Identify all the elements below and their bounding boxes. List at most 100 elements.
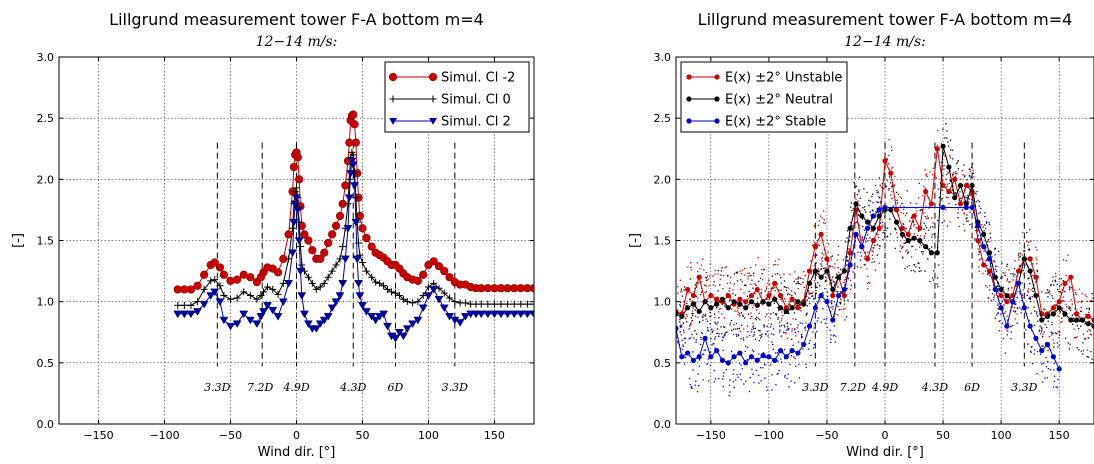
data-point [708, 354, 714, 360]
scatter-point [959, 191, 961, 193]
scatter-point [982, 226, 984, 228]
scatter-point [1004, 352, 1006, 354]
scatter-point [714, 316, 716, 319]
data-point [830, 286, 836, 293]
scatter-point [730, 319, 733, 322]
scatter-point [679, 305, 682, 307]
scatter-point [993, 296, 995, 298]
scatter-point [1029, 282, 1031, 285]
scatter-point [702, 353, 705, 356]
data-point [484, 300, 492, 308]
scatter-point [718, 308, 721, 310]
scatter-point [874, 269, 876, 271]
scatter-point [1041, 363, 1043, 365]
scatter-point [1090, 300, 1092, 302]
scatter-point [1091, 293, 1093, 295]
scatter-point [679, 321, 681, 323]
data-point [395, 292, 403, 300]
scatter-point [976, 230, 979, 232]
scatter-point [712, 329, 714, 332]
scatter-point [695, 333, 698, 335]
scatter-point [980, 245, 982, 247]
scatter-point [1069, 308, 1071, 310]
scatter-point [985, 259, 988, 261]
scatter-point [729, 282, 732, 284]
scatter-point [967, 201, 970, 203]
scatter-point [705, 318, 707, 320]
scatter-point [812, 298, 815, 300]
legend-marker [714, 74, 720, 80]
scatter-point [722, 288, 724, 290]
scatter-point [709, 311, 711, 313]
scatter-point [681, 325, 683, 327]
scatter-point [710, 328, 713, 330]
scatter-point [684, 308, 686, 310]
scatter-point [868, 199, 870, 202]
scatter-point [754, 292, 756, 295]
scatter-point [887, 154, 890, 157]
scatter-point [754, 317, 757, 320]
scatter-point [752, 287, 754, 289]
scatter-point [1029, 298, 1032, 301]
scatter-point [753, 334, 755, 336]
scatter-point [1036, 350, 1039, 353]
scatter-point [973, 200, 975, 202]
x-tick-label: 50 [936, 429, 950, 442]
scatter-point [873, 260, 876, 263]
data-point [375, 313, 385, 321]
x-tick-label: −100 [149, 429, 179, 442]
scatter-point [971, 162, 974, 165]
scatter-point [699, 343, 702, 346]
scatter-point [972, 172, 974, 174]
scatter-point [754, 338, 757, 340]
scatter-point [703, 349, 705, 351]
scatter-point [1039, 325, 1041, 327]
scatter-point [943, 168, 945, 170]
data-point [725, 305, 731, 311]
scatter-point [818, 270, 821, 272]
scatter-point [700, 336, 702, 339]
scatter-point [1051, 323, 1053, 326]
scatter-point [963, 175, 966, 178]
data-point [350, 182, 359, 190]
scatter-point [792, 344, 794, 347]
scatter-point [863, 188, 865, 190]
scatter-point [910, 217, 913, 219]
scatter-point [788, 327, 790, 330]
data-point [352, 194, 360, 202]
scatter-point [722, 275, 725, 277]
scatter-point [844, 284, 846, 286]
scatter-point [786, 377, 788, 380]
scatter-point [1074, 292, 1077, 294]
scatter-point [686, 313, 688, 316]
scatter-point [1002, 337, 1005, 340]
scatter-point [1054, 332, 1057, 334]
scatter-point [1080, 301, 1083, 303]
data-point [743, 299, 749, 305]
scatter-point [780, 358, 782, 360]
data-point [847, 225, 853, 231]
scatter-point [851, 225, 853, 227]
scatter-point [798, 276, 800, 278]
data-point [210, 288, 220, 297]
scatter-point [1012, 310, 1015, 312]
data-point [1033, 292, 1039, 299]
scatter-point [1029, 228, 1031, 231]
scatter-point [802, 348, 804, 350]
scatter-point [929, 205, 931, 208]
data-point [379, 310, 389, 319]
data-point [748, 354, 755, 360]
scatter-point [758, 312, 760, 315]
scatter-point [906, 249, 908, 251]
scatter-point [752, 373, 754, 375]
scatter-point [846, 230, 849, 232]
scatter-point [938, 196, 940, 198]
scatter-point [802, 278, 804, 280]
scatter-point [948, 202, 950, 205]
scatter-point [882, 188, 885, 190]
scatter-point [1090, 334, 1093, 336]
scatter-point [1057, 315, 1059, 317]
scatter-point [801, 322, 804, 325]
scatter-point [1086, 330, 1089, 332]
scatter-point [883, 229, 885, 232]
